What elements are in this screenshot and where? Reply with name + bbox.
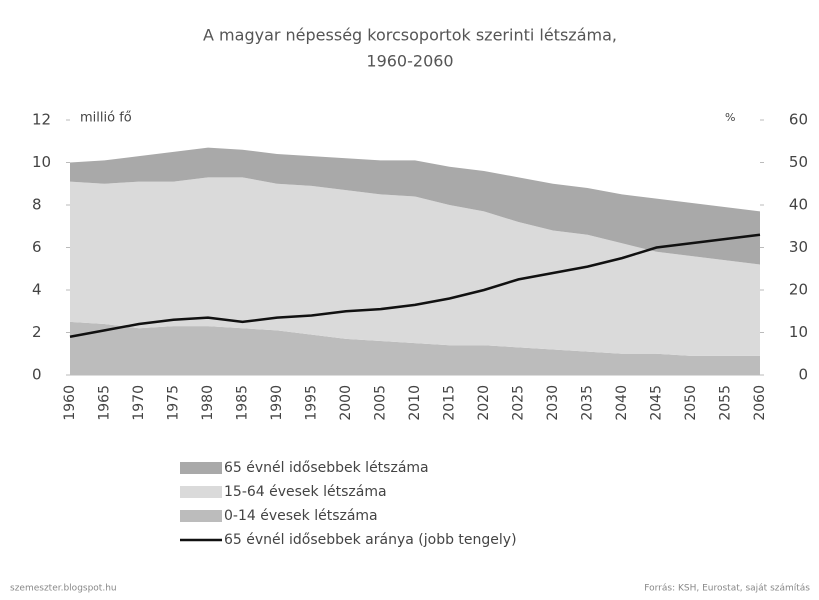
legend-label: 65 évnél idősebbek létszáma: [224, 460, 429, 476]
y-axis-label: millió fő: [80, 111, 132, 126]
chart-title: A magyar népesség korcsoportok szerinti …: [203, 26, 617, 45]
y2-tick-label: 0: [798, 366, 808, 384]
y-tick-label: 8: [32, 196, 42, 214]
legend-swatch: [180, 510, 222, 522]
legend-swatch: [180, 486, 222, 498]
y2-tick-label: 20: [789, 281, 808, 299]
x-tick-label: 2015: [442, 385, 458, 421]
area: [70, 147, 760, 265]
x-tick-label: 2020: [476, 385, 492, 421]
y-tick-label: 12: [32, 111, 51, 129]
source-left: szemeszter.blogspot.hu: [10, 584, 117, 594]
area: [70, 321, 760, 375]
x-tick-label: 1985: [235, 385, 251, 421]
x-tick-label: 2010: [407, 385, 423, 421]
x-tick-label: 1995: [304, 385, 320, 421]
y-tick-label: 6: [32, 238, 42, 256]
x-tick-label: 2050: [683, 385, 699, 421]
legend-label: 65 évnél idősebbek aránya (jobb tengely): [224, 532, 517, 548]
y2-tick-label: 10: [789, 323, 808, 341]
x-tick-label: 2055: [718, 385, 734, 421]
area: [70, 177, 760, 356]
y-tick-label: 0: [32, 366, 42, 384]
legend-label: 15-64 évesek létszáma: [224, 484, 387, 500]
line: [69, 233, 761, 338]
x-tick-label: 1975: [166, 385, 182, 421]
source-right: Forrás: KSH, Eurostat, saját számítás: [644, 584, 810, 594]
y-tick-label: 10: [32, 153, 51, 171]
y2-axis-label: %: [725, 111, 735, 124]
x-tick-label: 2025: [511, 385, 527, 421]
y2-tick-label: 50: [789, 153, 808, 171]
x-tick-label: 2040: [614, 385, 630, 421]
y2-tick-label: 40: [789, 196, 808, 214]
x-tick-label: 1965: [97, 385, 113, 421]
x-tick-label: 2005: [373, 385, 389, 421]
x-tick-label: 1960: [62, 385, 78, 421]
x-tick-label: 2035: [580, 385, 596, 421]
x-tick-label: 1980: [200, 385, 216, 421]
y-tick-label: 2: [32, 323, 42, 341]
legend-label: 0-14 évesek létszáma: [224, 508, 378, 524]
x-tick-label: 2045: [649, 385, 665, 421]
x-tick-label: 2060: [752, 385, 768, 421]
legend-swatch: [180, 462, 222, 474]
x-tick-label: 1970: [131, 385, 147, 421]
x-tick-label: 2030: [545, 385, 561, 421]
y-tick-label: 4: [32, 281, 42, 299]
y2-tick-label: 30: [789, 238, 808, 256]
x-tick-label: 2000: [338, 385, 354, 421]
x-tick-label: 1990: [269, 385, 285, 421]
chart-title: 1960-2060: [366, 52, 453, 71]
y2-tick-label: 60: [789, 111, 808, 129]
